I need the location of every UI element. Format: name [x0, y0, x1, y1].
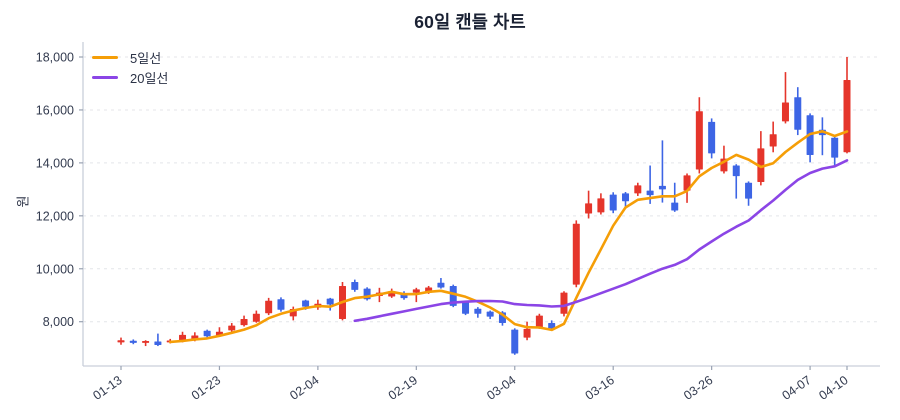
svg-text:04-07: 04-07 — [780, 373, 814, 403]
candle — [609, 192, 617, 214]
candle — [794, 87, 802, 136]
y-axis-title: 원 — [15, 195, 31, 208]
candle — [252, 310, 260, 323]
svg-text:8,000: 8,000 — [43, 315, 74, 329]
svg-text:18,000: 18,000 — [36, 51, 74, 65]
candle — [326, 297, 334, 311]
candles-layer — [117, 57, 851, 355]
candle — [117, 337, 125, 345]
candle — [511, 328, 519, 355]
candle — [732, 164, 740, 199]
candle — [523, 321, 531, 341]
svg-text:12,000: 12,000 — [36, 209, 74, 223]
candle — [683, 173, 691, 203]
axes — [82, 42, 880, 367]
svg-text:03-16: 03-16 — [583, 373, 617, 403]
svg-text:03-26: 03-26 — [681, 373, 715, 403]
svg-text:16,000: 16,000 — [36, 103, 74, 117]
x-axis-ticks: 01-13 01-23 02-04 02-19 03-04 03-16 03-26 04-07… — [90, 366, 851, 403]
candle — [818, 117, 826, 156]
candle — [277, 297, 285, 312]
candle — [781, 72, 789, 124]
candle — [486, 310, 494, 320]
legend-item-ma5[interactable]: 5일선 — [92, 49, 168, 66]
candle — [745, 181, 753, 206]
candle — [351, 279, 359, 292]
candle — [634, 182, 642, 196]
candle — [597, 193, 605, 215]
candle — [695, 97, 703, 174]
candle — [757, 131, 765, 186]
svg-text:02-19: 02-19 — [386, 373, 420, 403]
grid-lines — [83, 56, 880, 323]
candle — [129, 339, 137, 345]
candle — [203, 329, 211, 338]
ma5-line — [168, 130, 849, 344]
candle — [265, 297, 273, 316]
candle — [831, 136, 839, 166]
svg-text:01-13: 01-13 — [90, 373, 124, 403]
svg-text:01-23: 01-23 — [189, 373, 223, 403]
legend-label-ma5: 5일선 — [130, 51, 162, 66]
ma20-line-swatch-icon — [92, 76, 118, 79]
candle — [228, 323, 236, 332]
svg-text:03-04: 03-04 — [484, 373, 518, 403]
candle — [240, 315, 248, 327]
legend-label-ma20: 20일선 — [130, 71, 169, 86]
candle — [622, 191, 630, 208]
candle — [658, 140, 666, 203]
candle — [363, 287, 371, 301]
candle — [289, 306, 297, 321]
legend-item-ma20[interactable]: 20일선 — [92, 69, 168, 86]
svg-text:02-04: 02-04 — [287, 373, 321, 403]
candle — [769, 121, 777, 153]
ma20-line — [353, 159, 849, 323]
y-axis-ticks: 8,000 10,000 12,000 14,000 16,000 18,000 — [36, 51, 83, 329]
candle — [585, 190, 593, 219]
svg-text:14,000: 14,000 — [36, 156, 74, 170]
candle — [474, 307, 482, 318]
candle — [806, 113, 814, 163]
candle — [843, 57, 851, 154]
candle — [572, 220, 580, 288]
svg-text:04-10: 04-10 — [816, 373, 850, 403]
candle — [560, 291, 568, 317]
candle — [154, 333, 162, 347]
chart-title: 60일 캔들 차트 — [414, 12, 526, 32]
chart-legend: 5일선 20일선 — [92, 49, 168, 86]
candle — [437, 278, 445, 289]
svg-text:10,000: 10,000 — [36, 262, 74, 276]
candle — [142, 340, 150, 347]
ma5-line-swatch-icon — [92, 56, 118, 59]
candle — [708, 118, 716, 159]
